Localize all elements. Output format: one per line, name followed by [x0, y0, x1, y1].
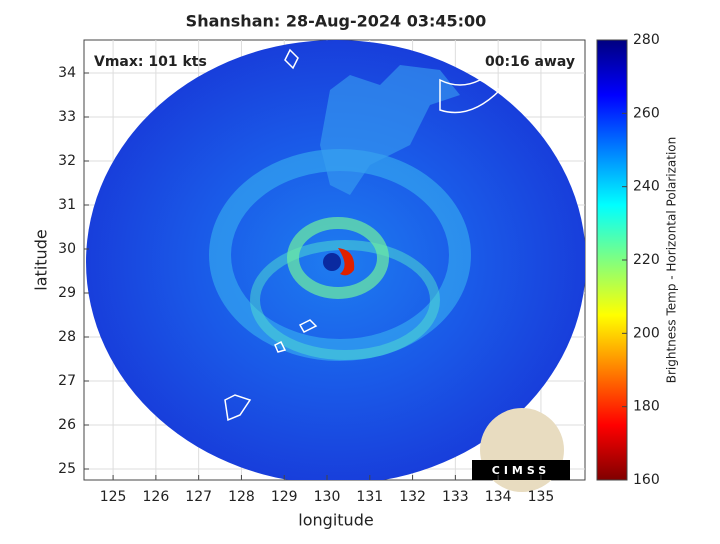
- colorbar-tick-label: 240: [633, 179, 660, 195]
- colorbar-tick-label: 160: [633, 472, 660, 488]
- x-tick-label: 129: [271, 489, 298, 505]
- x-axis-label: longitude: [298, 511, 373, 530]
- x-tick-label: 131: [356, 489, 383, 505]
- x-tick-label: 130: [314, 489, 341, 505]
- y-tick-label: 25: [58, 461, 76, 477]
- swath: [86, 40, 585, 480]
- y-tick-label: 29: [58, 285, 76, 301]
- logo-text: CIMSS: [492, 464, 550, 477]
- cloud: [320, 65, 460, 195]
- eyewall-core: [338, 248, 355, 276]
- y-tick-label: 26: [58, 417, 76, 433]
- x-tick-label: 125: [100, 489, 127, 505]
- y-tick-label: 27: [58, 373, 76, 389]
- y-tick-label: 33: [58, 109, 76, 125]
- colorbar-tick-label: 260: [633, 105, 660, 121]
- eyewall: [287, 217, 389, 299]
- x-tick-label: 134: [485, 489, 512, 505]
- y-tick-label: 28: [58, 329, 76, 345]
- y-tick-label: 30: [58, 241, 76, 257]
- y-tick-label: 34: [58, 65, 76, 81]
- x-tick-label: 133: [442, 489, 469, 505]
- rain-band: [250, 240, 440, 360]
- colorbar-tick-label: 220: [633, 252, 660, 268]
- x-tick-label: 128: [228, 489, 255, 505]
- logo-band: [472, 460, 570, 480]
- colorbar-tick-label: 280: [633, 32, 660, 48]
- x-tick-label: 135: [528, 489, 555, 505]
- colorbar-label: Brightness Temp - Horizontal Polarizatio…: [665, 137, 679, 384]
- colorbar-tick-label: 180: [633, 399, 660, 415]
- vmax-label: Vmax: 101 kts: [94, 54, 207, 70]
- y-tick-label: 31: [58, 197, 76, 213]
- title: Shanshan: 28-Aug-2024 03:45:00: [186, 12, 487, 31]
- eye: [323, 253, 341, 271]
- coastline: [224, 48, 502, 422]
- x-tick-label: 126: [143, 489, 170, 505]
- logo: CIMSS: [472, 408, 570, 492]
- y-tick-label: 32: [58, 153, 76, 169]
- x-tick-label: 132: [399, 489, 426, 505]
- y-axis-label: latitude: [32, 229, 51, 290]
- x-tick-label: 127: [185, 489, 212, 505]
- time-away-label: 00:16 away: [485, 54, 575, 70]
- colorbar-tick-label: 200: [633, 325, 660, 341]
